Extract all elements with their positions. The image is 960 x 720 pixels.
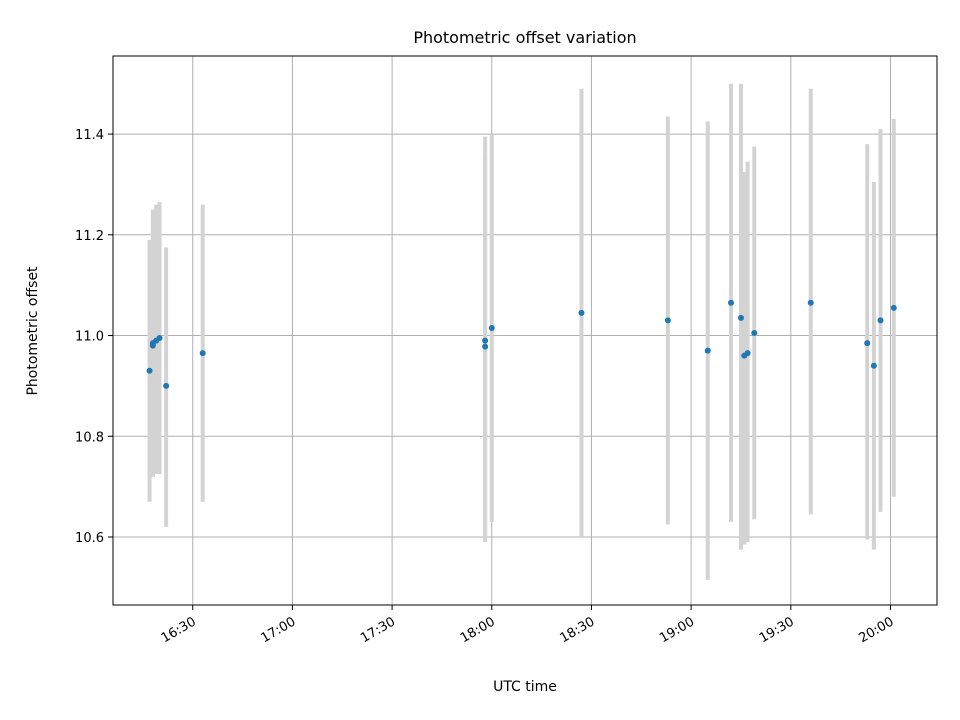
data-point bbox=[156, 335, 163, 342]
data-point bbox=[737, 314, 744, 321]
data-point bbox=[146, 367, 153, 374]
data-point bbox=[728, 299, 734, 306]
y-axis-label: Photometric offset bbox=[25, 266, 41, 396]
data-point bbox=[482, 337, 489, 344]
data-point bbox=[870, 362, 877, 369]
data-point bbox=[751, 330, 758, 337]
data-point bbox=[864, 340, 871, 347]
data-point bbox=[664, 317, 671, 324]
data-point bbox=[807, 299, 814, 306]
data-point bbox=[744, 350, 751, 357]
data-point bbox=[482, 343, 489, 350]
data-point bbox=[163, 382, 170, 389]
x-axis-label: UTC time bbox=[493, 679, 557, 695]
data-point bbox=[704, 347, 711, 354]
data-point bbox=[199, 350, 206, 357]
y-axis-ticks: 10.6 10.8 11.0 11.2 11.4 bbox=[75, 128, 113, 546]
y-tick-label: 11.4 bbox=[75, 128, 104, 143]
data-point bbox=[488, 324, 495, 331]
data-point bbox=[877, 317, 884, 324]
y-tick-label: 10.6 bbox=[75, 531, 104, 546]
data-points bbox=[146, 299, 897, 389]
y-tick-label: 10.8 bbox=[75, 430, 104, 445]
y-tick-label: 11.2 bbox=[75, 229, 104, 244]
chart-title: Photometric offset variation bbox=[413, 28, 636, 47]
plot-frame bbox=[112, 55, 938, 606]
y-tick-label: 11.0 bbox=[75, 330, 104, 345]
data-point bbox=[890, 304, 897, 311]
grid bbox=[113, 56, 937, 605]
data-point bbox=[578, 309, 585, 316]
